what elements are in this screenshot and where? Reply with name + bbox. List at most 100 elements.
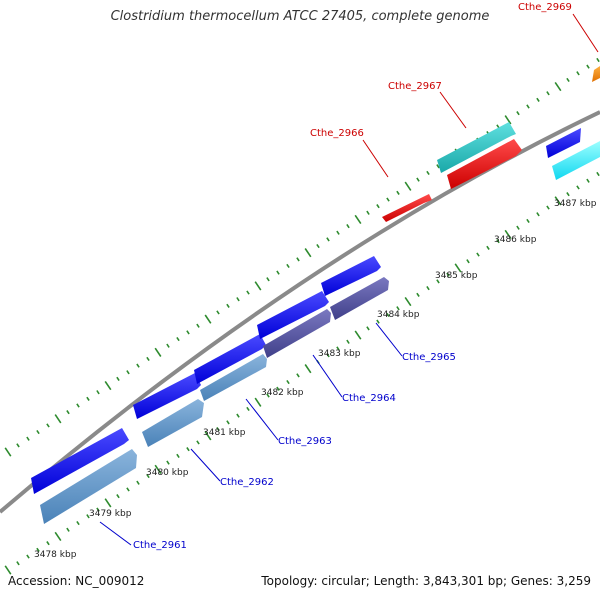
tick-mark (296, 257, 300, 262)
gene-arrow[interactable] (142, 399, 204, 447)
gene-arrow[interactable] (257, 291, 329, 339)
tick-mark (596, 57, 600, 63)
tick-mark (366, 326, 370, 331)
tick-mark (46, 541, 50, 546)
tick-mark (346, 223, 350, 229)
tick-mark (116, 494, 120, 499)
tick-mark (236, 413, 240, 418)
gene-label-reverse[interactable]: Cthe_2964 (342, 393, 396, 404)
tick-label: 3483 kbp (318, 349, 361, 359)
gene-track-reverse-1 (31, 128, 581, 494)
gene-label-reverse[interactable]: Cthe_2962 (220, 477, 274, 488)
tick-mark (316, 243, 320, 249)
tick-mark (436, 164, 440, 169)
gene-arrow[interactable] (330, 277, 389, 320)
gene-arrow[interactable] (552, 141, 600, 180)
gene-label-reverse[interactable]: Cthe_2961 (133, 540, 187, 551)
tick-mark (566, 77, 570, 83)
tick-mark (204, 314, 212, 324)
tick-mark (266, 393, 270, 398)
gene-arrow[interactable] (382, 194, 432, 222)
tick-mark (416, 292, 420, 297)
gene-arrow[interactable] (263, 309, 331, 358)
gene-track-reverse-2 (40, 141, 600, 524)
tick-label: 3479 kbp (89, 509, 132, 519)
inner-tick-row (4, 171, 600, 575)
tick-mark (286, 263, 290, 269)
tick-mark (154, 347, 162, 357)
gene-label-forward[interactable]: Cthe_2967 (388, 81, 442, 92)
genome-summary-text: Topology: circular; Length: 3,843,301 bp… (261, 574, 591, 588)
tick-mark (404, 296, 412, 307)
tick-mark (116, 376, 120, 382)
tick-label: 3478 kbp (34, 550, 77, 560)
tick-mark (216, 426, 220, 432)
gene-label-forward[interactable]: Cthe_2966 (310, 128, 364, 139)
tick-mark (304, 248, 312, 258)
tick-mark (196, 323, 200, 328)
tick-mark (86, 396, 90, 401)
tick-mark (426, 170, 430, 176)
gene-arrow[interactable] (200, 354, 267, 401)
tick-label: 3485 kbp (435, 271, 478, 281)
tick-mark (486, 245, 490, 250)
tick-mark (136, 480, 140, 485)
tick-mark (366, 210, 370, 215)
tick-mark (586, 178, 590, 183)
tick-mark (246, 406, 250, 412)
tick-mark (166, 460, 170, 465)
tick-mark (16, 443, 20, 448)
gene-arrow[interactable] (437, 122, 516, 173)
gene-arrow[interactable] (40, 449, 137, 524)
tick-mark (16, 561, 20, 566)
tick-mark (354, 214, 362, 225)
tick-mark (104, 380, 112, 391)
tick-mark (576, 71, 580, 76)
tick-mark (504, 229, 512, 240)
tick-mark (336, 230, 340, 235)
tick-mark (26, 436, 30, 441)
tick-mark (296, 373, 300, 378)
gene-arrow[interactable] (546, 128, 581, 158)
gene-label-forward[interactable]: Cthe_2969 (518, 2, 572, 13)
tick-mark (386, 197, 390, 202)
tick-mark (66, 527, 70, 532)
map-title: Clostridium thermocellum ATCC 27405, com… (110, 9, 490, 24)
tick-mark (136, 363, 140, 368)
tick-mark (546, 91, 550, 96)
tick-mark (576, 185, 580, 190)
outer-tick-row (4, 57, 600, 457)
tick-mark (376, 204, 380, 209)
tick-mark (86, 514, 90, 519)
gene-arrow[interactable] (133, 373, 201, 419)
gene-arrow[interactable] (592, 66, 600, 82)
gene-arrow[interactable] (31, 428, 129, 494)
gene-arrow[interactable] (321, 256, 381, 296)
tick-mark (166, 343, 170, 348)
gene-label-reverse[interactable]: Cthe_2965 (402, 352, 456, 363)
gene-arrow[interactable] (194, 334, 266, 384)
tick-mark (536, 97, 540, 102)
tick-mark (76, 520, 80, 526)
tick-mark (396, 306, 400, 311)
tick-mark (504, 115, 512, 125)
gene-label-reverse[interactable]: Cthe_2963 (278, 436, 332, 447)
tick-mark (226, 420, 230, 425)
tick-mark (126, 487, 130, 492)
tick-label: 3482 kbp (261, 388, 304, 398)
tick-mark (54, 531, 62, 542)
tick-mark (554, 81, 562, 92)
gene-labels: Cthe_2966 Cthe_2967 Cthe_2969 Cthe_2961 … (133, 2, 572, 551)
tick-label: 3486 kbp (494, 235, 537, 245)
tick-mark (516, 111, 520, 116)
tick-mark (304, 364, 312, 374)
tick-mark (354, 330, 362, 340)
gene-track-forward (382, 66, 600, 222)
tick-mark (204, 431, 212, 441)
gene-arrow[interactable] (447, 139, 522, 189)
tick-mark (176, 453, 180, 459)
tick-mark (46, 423, 50, 428)
tick-mark (216, 310, 220, 315)
tick-mark (226, 303, 230, 308)
